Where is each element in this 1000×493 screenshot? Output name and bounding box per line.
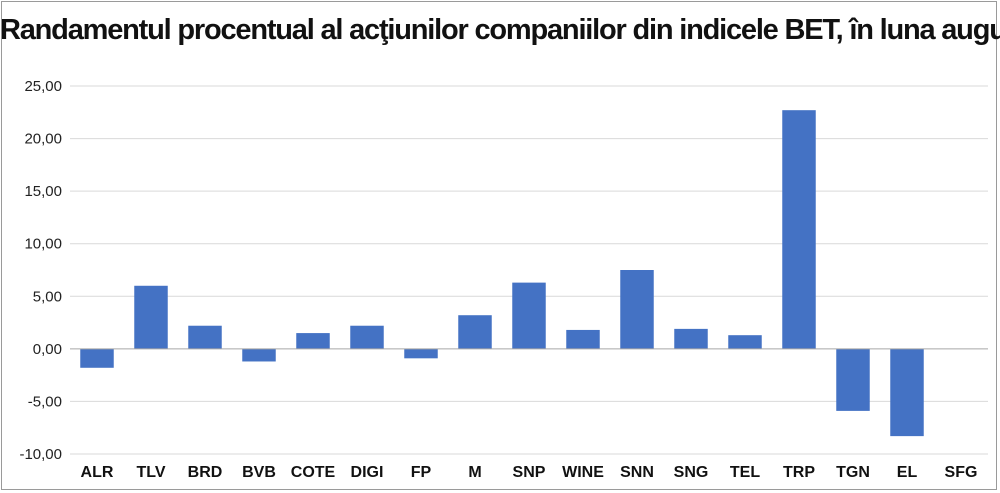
x-category-label: EL	[897, 464, 918, 481]
bars	[80, 110, 924, 437]
x-category-label: FP	[411, 464, 432, 481]
bar-trp	[782, 110, 816, 349]
bar-brd	[188, 325, 222, 349]
y-tick-label: 25,00	[24, 78, 62, 95]
x-category-label: BVB	[242, 464, 276, 481]
y-tick-label: -5,00	[28, 393, 62, 410]
y-tick-label: 5,00	[33, 288, 62, 305]
chart-title: Randamentul procentual al acţiunilor com…	[0, 14, 1000, 46]
bar-m	[458, 315, 492, 349]
bar-digi	[350, 325, 384, 349]
bar-el	[890, 348, 924, 437]
y-tick-label: 0,00	[33, 341, 62, 358]
x-category-label: ALR	[81, 464, 114, 481]
x-category-label: TRP	[783, 464, 815, 481]
y-tick-label: 20,00	[24, 131, 62, 148]
x-category-label: WINE	[562, 464, 604, 481]
x-category-label: SFG	[945, 464, 978, 481]
bar-tel	[728, 335, 762, 349]
bar-sng	[674, 328, 708, 349]
x-category-label: SNN	[620, 464, 654, 481]
y-axis-tick-labels: 25,00 20,00 15,00 10,00 5,00 0,00 -5,00 -10,00	[19, 78, 62, 463]
bar-tlv	[134, 285, 168, 349]
bar-cote	[296, 333, 330, 349]
x-category-label: TEL	[730, 464, 760, 481]
bar-snn	[620, 270, 654, 349]
y-tick-label: 10,00	[24, 236, 62, 253]
y-tick-label: 15,00	[24, 183, 62, 200]
x-category-label: SNG	[674, 464, 709, 481]
x-category-label: TGN	[836, 464, 870, 481]
y-tick-label: -10,00	[19, 446, 62, 463]
x-axis-category-labels: ALR TLV BRD BVB COTE DIGI FP M SNP WINE SNN SNG TEL T…	[81, 464, 978, 481]
x-category-label: M	[468, 464, 481, 481]
bar-fp	[404, 348, 438, 359]
bar-alr	[80, 348, 114, 368]
x-category-label: COTE	[291, 464, 336, 481]
bar-tgn	[836, 348, 870, 411]
x-category-label: SNP	[513, 464, 546, 481]
x-category-label: BRD	[188, 464, 223, 481]
bar-bvb	[242, 348, 276, 362]
bar-wine	[566, 329, 600, 349]
x-category-label: TLV	[136, 464, 165, 481]
x-category-label: DIGI	[351, 464, 384, 481]
bar-snp	[512, 282, 546, 349]
